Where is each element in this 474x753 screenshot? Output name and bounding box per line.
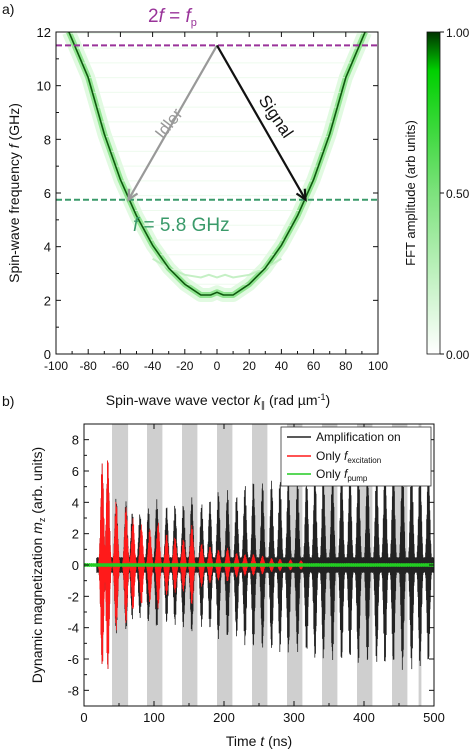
y-tick-label: 0	[72, 558, 79, 573]
x-tick-label: -40	[144, 359, 162, 373]
panel-a-frame	[55, 31, 379, 355]
y-tick-label: -4	[67, 621, 79, 636]
x-tick-label: 100	[368, 359, 388, 373]
legend-label-amplification: Amplification on	[316, 430, 401, 444]
x-tick-label: 100	[143, 710, 165, 725]
y-tick-label: 4	[72, 495, 79, 510]
x-tick-label: -100	[44, 359, 68, 373]
panel-a-plot-area	[56, 32, 378, 354]
series-only-f-pump	[84, 563, 434, 567]
x-tick-label: 0	[214, 359, 221, 373]
y-tick-label: 8	[44, 132, 51, 147]
y-tick-label: -2	[67, 589, 79, 604]
x-tick-label: 60	[307, 359, 321, 373]
faint-branch-curve	[152, 257, 282, 279]
panel-a-label: a)	[2, 1, 14, 17]
x-tick-label: 0	[80, 710, 87, 725]
y-tick-label: -8	[67, 683, 79, 698]
x-tick-label: 40	[275, 359, 289, 373]
y-tick-label: 4	[44, 240, 51, 255]
x-tick-label: -20	[176, 359, 194, 373]
x-tick-label: -80	[80, 359, 98, 373]
panel-b-xlabel: Time t (ns)	[226, 733, 292, 749]
pump-line-label: 2f = fp	[148, 6, 197, 29]
signal-arrow-head	[295, 188, 307, 202]
signal-arrow-shaft	[216, 44, 307, 201]
x-tick-label: 400	[353, 710, 375, 725]
colorbar-tick-label: 1.00	[446, 26, 470, 40]
panel-b-label: b)	[2, 393, 14, 409]
idler-arrow-head	[127, 188, 139, 202]
panel-b-ylabel: Dynamic magnetization mz (arb. units)	[29, 447, 47, 683]
x-tick-label: 80	[339, 359, 353, 373]
idler-arrow-shaft	[127, 44, 218, 201]
legend-label-pump: Only fpump	[316, 467, 368, 483]
y-tick-label: 2	[72, 527, 79, 542]
colorbar-tick-label: 0.00	[446, 348, 470, 362]
y-tick-label: 2	[44, 293, 51, 308]
y-tick-label: 12	[37, 25, 51, 40]
y-tick-label: 8	[72, 433, 79, 448]
x-tick-label: 500	[423, 710, 445, 725]
x-tick-label: 300	[283, 710, 305, 725]
y-tick-label: 10	[37, 79, 51, 94]
x-tick-label: 200	[213, 710, 235, 725]
legend-label-excitation: Only fexcitation	[316, 449, 381, 465]
y-tick-label: -6	[67, 652, 79, 667]
y-tick-label: 6	[44, 186, 51, 201]
panel-a-ylabel: Spin-wave frequency f (GHz)	[6, 103, 22, 283]
colorbar-tick-label: 0.50	[446, 187, 470, 201]
panel-b-frame	[83, 423, 435, 707]
colorbar-label: FFT amplitude (arb units)	[403, 120, 418, 266]
x-tick-label: 20	[243, 359, 257, 373]
half-line-label: f = 5.8 GHz	[133, 215, 230, 236]
panel-a-xlabel: Spin-wave wave vector k∥ (rad µm-1)	[106, 392, 330, 410]
y-tick-label: 6	[72, 464, 79, 479]
colorbar	[426, 31, 441, 355]
dispersion-curve	[68, 32, 366, 296]
legend: Amplification on Only fexcitation Only f…	[280, 426, 432, 487]
x-tick-label: -60	[112, 359, 130, 373]
y-tick-label: 0	[44, 347, 51, 362]
